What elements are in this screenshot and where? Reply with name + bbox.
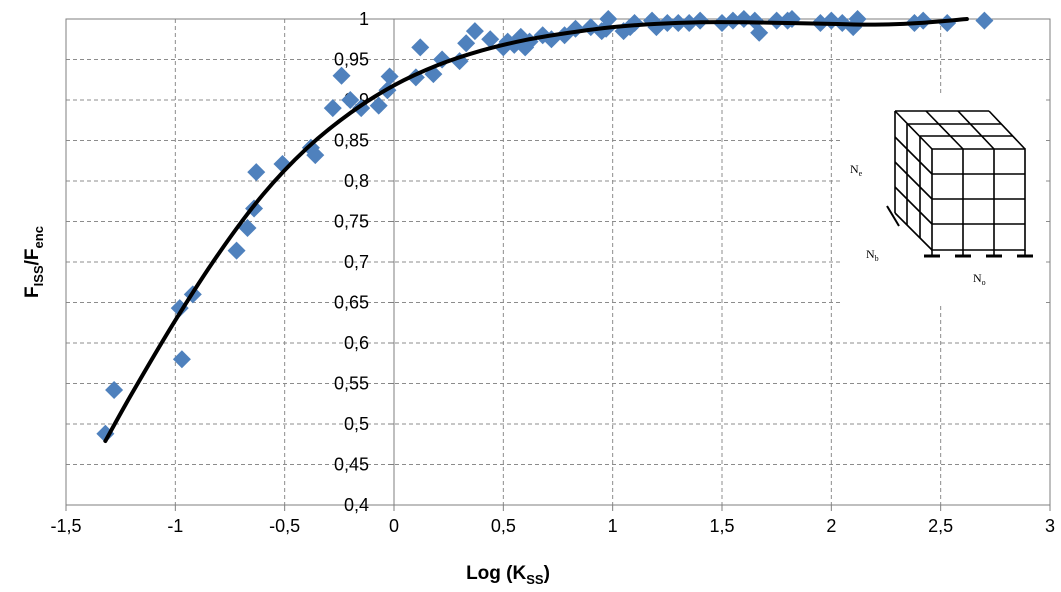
- y-tick-label: 1: [359, 9, 369, 29]
- x-tick-label: -0,5: [269, 516, 300, 536]
- data-points: [96, 10, 994, 443]
- data-point: [767, 11, 786, 30]
- data-point: [369, 96, 388, 115]
- data-point: [227, 241, 246, 260]
- inset-label-no: No: [973, 271, 986, 287]
- y-tick-label: 0,95: [334, 50, 369, 70]
- x-tick-label: 1: [608, 516, 618, 536]
- data-point: [457, 34, 476, 53]
- x-tick-label: 1,5: [709, 516, 734, 536]
- data-point: [566, 19, 585, 38]
- y-tick-labels: 0,40,450,50,550,60,650,70,750,80,850,90,…: [334, 9, 394, 515]
- x-tick-label: 0,5: [491, 516, 516, 536]
- data-point: [247, 163, 266, 182]
- data-point: [938, 14, 957, 33]
- y-tick-label: 0,45: [334, 455, 369, 475]
- building-frame-inset: Ne Nb No: [840, 96, 1046, 306]
- inset-background: [840, 96, 1046, 306]
- data-point: [380, 67, 399, 86]
- inset-label-nb: Nb: [866, 247, 879, 263]
- y-tick-label: 0,75: [334, 212, 369, 232]
- x-tick-label: 2,5: [928, 516, 953, 536]
- data-point: [238, 218, 257, 237]
- data-point: [914, 11, 933, 30]
- data-point: [599, 10, 618, 28]
- data-point: [975, 11, 994, 30]
- y-tick-label: 0,8: [344, 171, 369, 191]
- plot-frame: [65, 18, 1051, 506]
- data-point: [172, 350, 191, 369]
- x-tick-label: 0: [389, 516, 399, 536]
- x-axis-title: Log (KSS): [466, 563, 550, 587]
- data-point: [822, 11, 841, 30]
- building-frame-drawing: [886, 110, 1033, 258]
- y-tick-label: 0,5: [344, 414, 369, 434]
- data-point: [105, 380, 124, 399]
- fit-curve: [103, 17, 969, 444]
- data-point: [465, 22, 484, 41]
- y-tick-label: 0,7: [344, 252, 369, 272]
- y-tick-label: 0,85: [334, 131, 369, 151]
- data-point: [750, 23, 769, 42]
- data-point: [341, 91, 360, 109]
- data-point: [411, 38, 430, 57]
- y-tick-label: 0,55: [334, 374, 369, 394]
- x-tick-label: -1,5: [50, 516, 81, 536]
- data-point: [306, 146, 325, 165]
- y-tick-label: 0,65: [334, 293, 369, 313]
- data-point: [323, 99, 342, 118]
- x-tick-label: 3: [1045, 516, 1055, 536]
- data-point: [643, 11, 662, 30]
- y-tick-label: 0,6: [344, 333, 369, 353]
- x-tick-label: -1: [167, 516, 183, 536]
- x-tick-label: 2: [826, 516, 836, 536]
- y-tick-label: 0,4: [344, 495, 369, 515]
- x-tick-labels: -1,5 -1 -0,5 0 0,5 1 1,5 2 2,5 3: [50, 505, 1055, 536]
- data-point: [332, 66, 351, 85]
- y-axis-title: FISS/Fenc: [22, 226, 46, 298]
- inset-label-ne: Ne: [850, 162, 863, 178]
- data-point: [481, 30, 500, 49]
